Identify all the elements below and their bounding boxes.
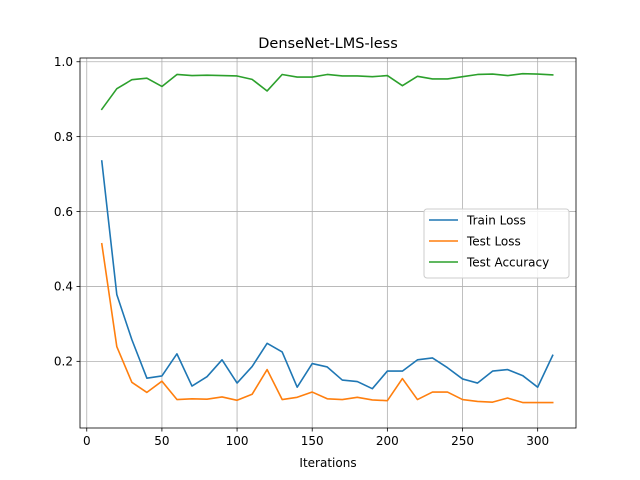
x-tick-label: 150	[301, 434, 324, 448]
legend-box	[423, 208, 570, 279]
legend-label: Train Loss	[466, 213, 526, 227]
plot-frame	[79, 57, 577, 429]
series-layer	[100, 72, 554, 404]
legend-label: Test Loss	[466, 234, 521, 248]
x-tick-label: 100	[226, 434, 249, 448]
tick-layer: 0 50 100 150 200 250 300 0.2 0.4 0.6 0.8 1.0	[54, 55, 549, 448]
y-tick-label: 0.8	[54, 130, 73, 144]
y-tick-label: 0.6	[54, 205, 73, 219]
x-tick-label: 250	[451, 434, 474, 448]
x-tick-label: 300	[526, 434, 549, 448]
x-axis-title: Iterations	[299, 456, 356, 470]
y-tick-label: 0.4	[54, 280, 73, 294]
y-tick-label: 1.0	[54, 55, 73, 69]
legend-label: Test Accuracy	[466, 255, 549, 269]
x-tick-label: 200	[376, 434, 399, 448]
series-line-train-loss	[100, 160, 554, 390]
series-line-test-accuracy	[100, 72, 554, 111]
x-tick-label: 50	[154, 434, 169, 448]
legend: Train Loss Test Loss Test Accuracy	[423, 208, 570, 279]
x-tick-label: 0	[83, 434, 91, 448]
chart-title: DenseNet-LMS-less	[258, 36, 398, 52]
y-tick-label: 0.2	[54, 355, 73, 369]
series-line-test-loss	[100, 242, 554, 404]
